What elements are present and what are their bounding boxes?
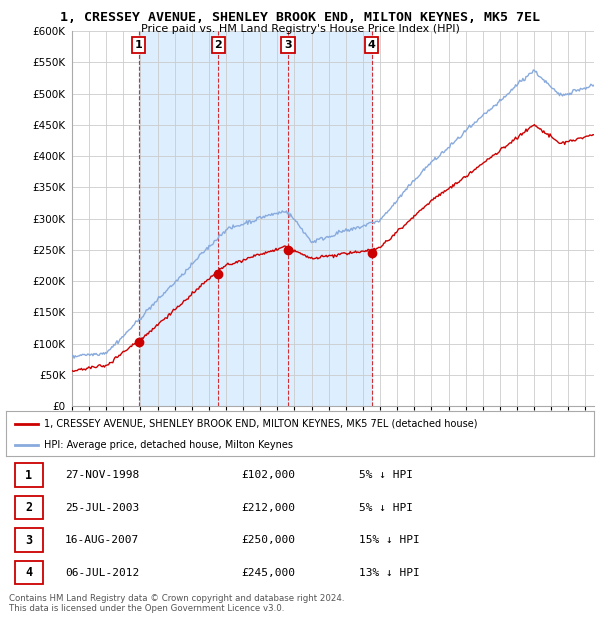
- Text: 15% ↓ HPI: 15% ↓ HPI: [359, 535, 419, 545]
- Text: 25-JUL-2003: 25-JUL-2003: [65, 503, 139, 513]
- Text: 2: 2: [25, 501, 32, 514]
- Text: £245,000: £245,000: [241, 568, 295, 578]
- Text: £250,000: £250,000: [241, 535, 295, 545]
- Bar: [139, 31, 371, 406]
- Text: 1: 1: [25, 469, 32, 482]
- Bar: [15, 561, 43, 585]
- Text: 13% ↓ HPI: 13% ↓ HPI: [359, 568, 419, 578]
- Bar: [15, 463, 43, 487]
- Text: 16-AUG-2007: 16-AUG-2007: [65, 535, 139, 545]
- Text: 27-NOV-1998: 27-NOV-1998: [65, 470, 139, 480]
- Text: 3: 3: [25, 534, 32, 547]
- Text: 1: 1: [135, 40, 143, 50]
- Text: 06-JUL-2012: 06-JUL-2012: [65, 568, 139, 578]
- Text: 2: 2: [214, 40, 222, 50]
- Text: HPI: Average price, detached house, Milton Keynes: HPI: Average price, detached house, Milt…: [44, 440, 293, 450]
- Text: 5% ↓ HPI: 5% ↓ HPI: [359, 503, 413, 513]
- Text: £102,000: £102,000: [241, 470, 295, 480]
- Text: 4: 4: [368, 40, 376, 50]
- Bar: [15, 496, 43, 520]
- Text: 5% ↓ HPI: 5% ↓ HPI: [359, 470, 413, 480]
- Bar: [15, 528, 43, 552]
- Text: 3: 3: [284, 40, 292, 50]
- Text: 4: 4: [25, 566, 32, 579]
- Text: 1, CRESSEY AVENUE, SHENLEY BROOK END, MILTON KEYNES, MK5 7EL: 1, CRESSEY AVENUE, SHENLEY BROOK END, MI…: [60, 11, 540, 24]
- Text: Price paid vs. HM Land Registry's House Price Index (HPI): Price paid vs. HM Land Registry's House …: [140, 24, 460, 33]
- Text: £212,000: £212,000: [241, 503, 295, 513]
- Text: Contains HM Land Registry data © Crown copyright and database right 2024.
This d: Contains HM Land Registry data © Crown c…: [9, 594, 344, 613]
- Text: 1, CRESSEY AVENUE, SHENLEY BROOK END, MILTON KEYNES, MK5 7EL (detached house): 1, CRESSEY AVENUE, SHENLEY BROOK END, MI…: [44, 418, 478, 428]
